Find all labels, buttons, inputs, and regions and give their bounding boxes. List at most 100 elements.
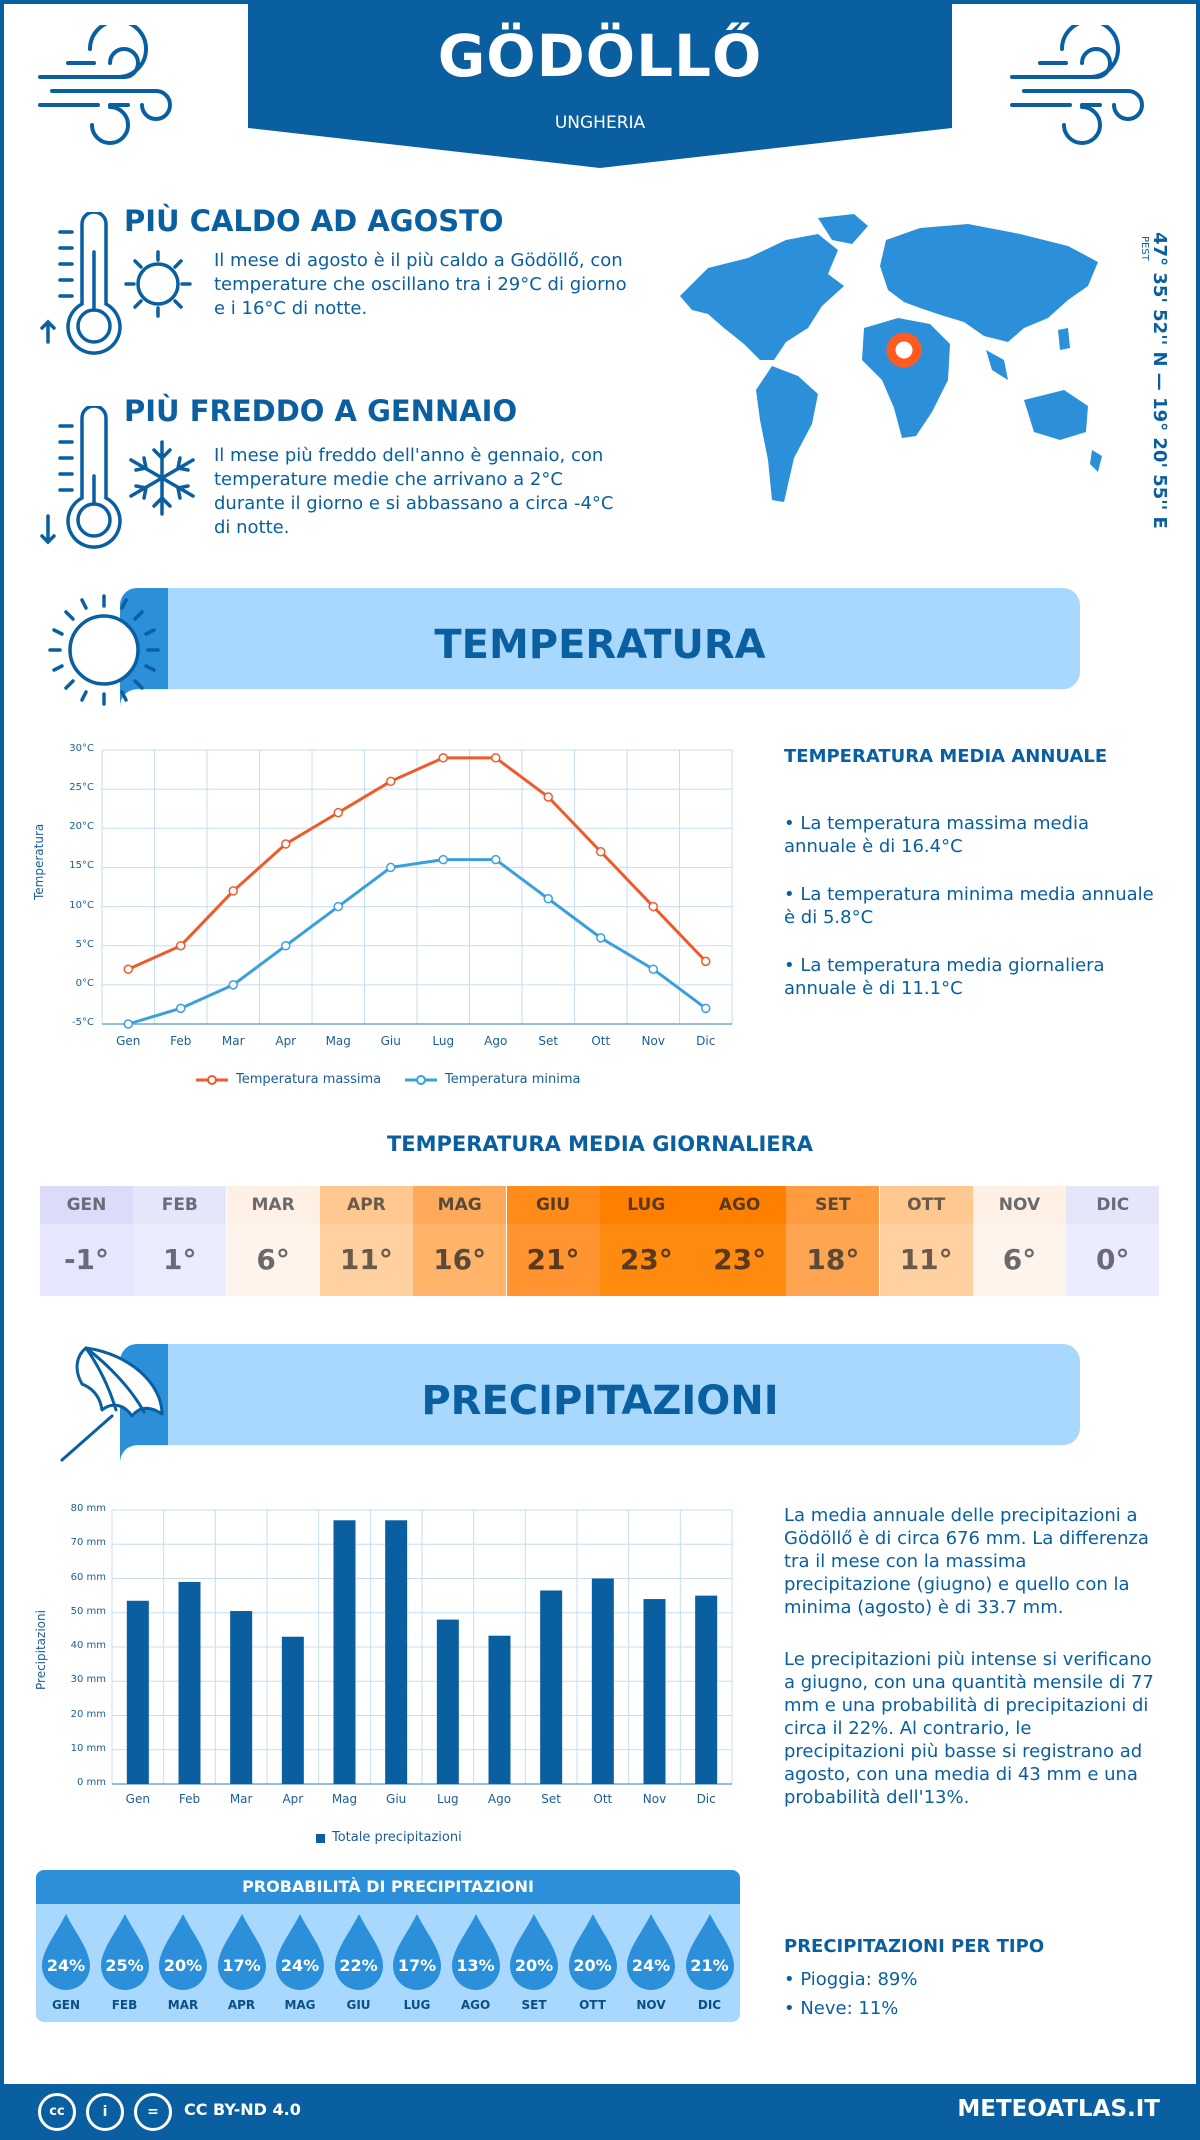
daily-month-label: GEN (40, 1186, 133, 1224)
min-temperature-point (123, 1019, 133, 1029)
raindrop-icon (159, 1914, 207, 1990)
probability-drop: 24% GEN (40, 1912, 92, 2016)
y-tick-label: 60 mm (70, 1571, 106, 1583)
daily-temperature-cell: SET 18° (786, 1186, 880, 1296)
probability-drop: 17% LUG (391, 1912, 443, 2016)
probability-month: DIC (697, 1998, 722, 2012)
daily-month-value: 23° (599, 1224, 693, 1296)
y-tick-label: 10 mm (70, 1742, 106, 1754)
coordinates-text: 47° 35' 52'' N — 19° 20' 55'' E (1149, 232, 1170, 529)
precipitation-bar (643, 1599, 666, 1784)
snow-share: • Neve: 11% (784, 1998, 899, 2019)
min-temperature-point (596, 933, 606, 943)
probability-month: GIU (346, 1998, 371, 2012)
legend-precipitation-label: Totale precipitazioni (332, 1830, 462, 1845)
coldest-month-title: PIÙ FREDDO A GENNAIO (124, 394, 518, 428)
x-tick-label: Set (541, 1792, 562, 1806)
attribution-icon: i (86, 2093, 124, 2131)
precipitation-bar (333, 1520, 356, 1784)
precipitation-bar (591, 1578, 614, 1784)
precipitation-summary: La media annuale delle precipitazioni a … (784, 1505, 1149, 1618)
temperature-y-axis-title: Temperatura (32, 823, 46, 900)
daily-month-value: 6° (973, 1224, 1066, 1296)
raindrop-shape (627, 1914, 675, 1990)
precipitation-bar (385, 1520, 408, 1784)
daily-temperature-cell: GIU 21° (506, 1186, 600, 1296)
probability-month: OTT (579, 1998, 606, 2012)
min-temperature-line (127, 858, 707, 1026)
probability-month: MAG (284, 1998, 316, 2012)
precipitation-y-axis-title: Precipitazioni (34, 1610, 48, 1690)
coordinates: 47° 35' 52'' N — 19° 20' 55'' E PEST (1139, 232, 1170, 529)
daily-temperature-cell: MAR 6° (226, 1186, 320, 1296)
annual-temperature-title: TEMPERATURA MEDIA ANNUALE (784, 746, 1108, 767)
cc-icon: cc (38, 2093, 76, 2131)
raindrop-icon (685, 1914, 734, 1990)
header-banner (248, 0, 952, 168)
daily-month-label: GIU (506, 1186, 600, 1224)
daily-month-value: 6° (226, 1224, 320, 1296)
probability-value: 20% (514, 1956, 554, 1975)
probability-drop: 25% FEB (99, 1912, 151, 2016)
brand-link[interactable]: METEOATLAS.IT (957, 2096, 1160, 2122)
daily-month-value: -1° (40, 1224, 133, 1296)
probability-drop: 21% DIC (684, 1912, 736, 2016)
y-tick-label: 30°C (69, 743, 94, 754)
daily-month-label: DIC (1066, 1186, 1160, 1224)
daily-month-value: 0° (1066, 1224, 1160, 1296)
daily-month-value: 21° (506, 1224, 600, 1296)
daily-month-label: APR (319, 1186, 413, 1224)
y-tick-label: 0°C (75, 977, 94, 989)
legend-max-label: Temperatura massima (236, 1072, 382, 1087)
precipitation-bar (540, 1590, 563, 1784)
max-temperature-point (333, 807, 343, 818)
x-tick-label: Dic (696, 1034, 716, 1048)
raindrop-shape (451, 1914, 500, 1990)
probability-drop: 20% MAR (157, 1912, 209, 2016)
y-tick-label: 15°C (69, 860, 94, 872)
license-label[interactable]: CC BY-ND 4.0 (184, 2100, 301, 2119)
y-tick-label: 25°C (69, 782, 94, 794)
daily-month-label: AGO (693, 1186, 787, 1224)
probability-value: 13% (456, 1956, 495, 1975)
probability-drop: 17% APR (216, 1912, 268, 2016)
probability-value: 21% (690, 1956, 729, 1975)
x-tick-label: Mar (229, 1792, 253, 1806)
raindrop-icon (451, 1914, 500, 1990)
max-temperature-point (176, 940, 186, 951)
daily-month-value: 18° (786, 1224, 880, 1296)
precipitation-bar (436, 1619, 459, 1784)
probability-drop: 24% MAG (274, 1912, 326, 2016)
raindrop-icon (568, 1914, 617, 1990)
max-temperature-point (123, 964, 133, 974)
x-tick-label: Mag (331, 1792, 358, 1806)
y-tick-label: 80 mm (70, 1503, 106, 1514)
probability-drop: 22% GIU (333, 1912, 385, 2016)
raindrop-icon (100, 1914, 149, 1990)
warmest-month-title: PIÙ CALDO AD AGOSTO (124, 204, 504, 238)
y-tick-label: 40 mm (70, 1640, 106, 1651)
raindrop-shape (100, 1914, 149, 1990)
raindrop-shape (685, 1914, 734, 1990)
max-temperature-point (543, 792, 553, 802)
footer (0, 2084, 1200, 2140)
probability-title: PROBABILITÀ DI PRECIPITAZIONI (36, 1870, 740, 1904)
x-tick-label: Ott (593, 1792, 613, 1806)
annual-mean-bullet: • La temperatura media giornaliera annua… (784, 955, 1105, 999)
probability-drop: 24% NOV (625, 1912, 677, 2016)
probability-value: 24% (280, 1956, 320, 1975)
x-tick-label: Giu (386, 1792, 407, 1806)
min-temperature-point (701, 1003, 711, 1014)
max-temperature-point (281, 839, 291, 849)
thermometer-hot-icon (40, 212, 192, 355)
raindrop-icon (217, 1914, 266, 1990)
min-temperature-point (228, 980, 238, 990)
probability-drop: 13% AGO (450, 1912, 502, 2016)
legend-precipitation-marker (316, 1834, 325, 1843)
daily-month-value: 1° (133, 1224, 227, 1296)
raindrop-icon (42, 1914, 90, 1990)
daily-temperature-title: TEMPERATURA MEDIA GIORNALIERA (386, 1132, 814, 1156)
daily-temperature-cell: NOV 6° (973, 1186, 1066, 1296)
thermometer-cold-icon (40, 406, 195, 549)
probability-value: 24% (46, 1956, 86, 1975)
